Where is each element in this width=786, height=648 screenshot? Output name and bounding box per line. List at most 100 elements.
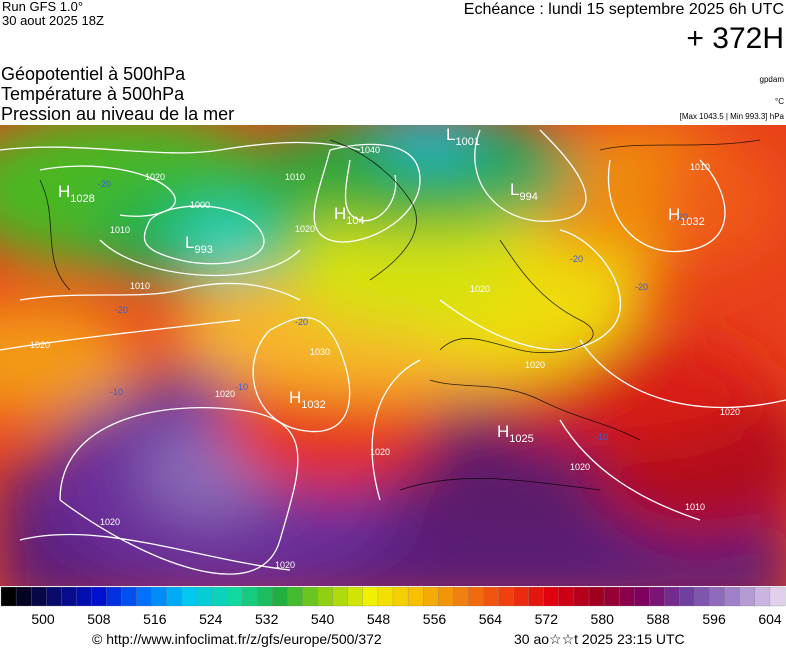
isobar-label: 1010 <box>285 172 305 182</box>
center-value: 1032 <box>680 216 704 228</box>
title: Température à 500hPa <box>1 84 185 104</box>
color-swatch <box>407 586 424 607</box>
color-swatch <box>573 586 590 607</box>
color-swatch <box>709 586 726 607</box>
map <box>0 125 786 586</box>
color-swatch <box>317 586 334 607</box>
center-value: 1001 <box>455 136 479 148</box>
colorbar-tick-label: 564 <box>479 611 503 627</box>
center-type: H <box>334 204 346 223</box>
title: Pression au niveau de la mer <box>1 104 234 124</box>
color-swatch <box>724 586 741 607</box>
color-swatch <box>438 586 454 607</box>
color-swatch <box>31 586 47 607</box>
color-swatch <box>769 586 786 607</box>
colorbar-tick-label: 588 <box>646 611 670 627</box>
color-swatch <box>543 586 560 607</box>
color-swatch <box>136 586 153 607</box>
center-value: 994 <box>519 191 537 203</box>
temperature-label: -10 <box>235 382 248 392</box>
isobar-label: 1020 <box>215 389 235 399</box>
isobar-label: 1000 <box>190 200 210 210</box>
color-swatch <box>121 586 138 607</box>
run: Run GFS 1.0° <box>2 0 83 14</box>
isobar-label: 1020 <box>525 360 545 370</box>
isobar-label: 1020 <box>295 224 315 234</box>
footer-source: © http://www.infoclimat.fr/z/gfs/europe/… <box>92 631 382 647</box>
color-swatch <box>181 586 198 607</box>
isobar-label: 1020 <box>570 462 590 472</box>
unit: °C <box>775 97 784 106</box>
center-value: 104 <box>346 215 364 227</box>
color-swatch <box>513 586 530 607</box>
color-swatch <box>227 586 243 607</box>
color-swatch <box>362 586 379 607</box>
temperature-label: -20 <box>675 212 688 222</box>
color-swatch <box>166 586 183 607</box>
color-swatch <box>739 586 756 607</box>
color-swatch <box>694 586 711 607</box>
color-swatch <box>664 586 680 607</box>
pressure-center: H1032 <box>668 205 705 228</box>
footer-generated: 30 ao☆☆t 2025 23:15 UTC <box>514 631 685 647</box>
colorbar <box>0 586 786 607</box>
color-swatch <box>151 586 168 607</box>
center-type: L <box>446 125 455 144</box>
colorbar-tick-label: 500 <box>31 611 55 627</box>
color-swatch <box>332 586 349 607</box>
center-value: 1025 <box>509 433 533 445</box>
isobar-label: 1010 <box>130 281 150 291</box>
color-swatch <box>603 586 620 607</box>
unit: gpdam <box>760 75 785 84</box>
center-type: L <box>185 233 194 252</box>
color-swatch <box>15 586 32 607</box>
color-swatch <box>257 586 273 607</box>
center-type: L <box>510 180 519 199</box>
color-swatch <box>619 586 635 607</box>
color-swatch <box>423 586 439 607</box>
center-type: H <box>58 182 70 201</box>
color-swatch <box>483 586 499 607</box>
pressure-center: H1025 <box>497 422 534 445</box>
colorbar-tick-label: 540 <box>311 611 335 627</box>
isobar-label: 1020 <box>145 172 165 182</box>
pressure-center: L1001 <box>446 125 480 148</box>
colorbar-tick-label: 524 <box>199 611 223 627</box>
temperature-label: -10 <box>110 387 123 397</box>
center-value: 1028 <box>70 193 94 205</box>
unit: [Max 1043.5 | Min 993.3] hPa <box>680 112 785 121</box>
pressure-center: L994 <box>510 180 538 203</box>
color-swatch <box>46 586 62 607</box>
color-swatch <box>287 586 303 607</box>
center-type: H <box>497 422 509 441</box>
color-swatch <box>649 586 665 607</box>
temperature-label: -20 <box>570 254 583 264</box>
color-swatch <box>468 586 484 607</box>
color-swatch <box>196 586 213 607</box>
color-swatch <box>392 586 409 607</box>
isobar-label: 1030 <box>310 347 330 357</box>
color-swatch <box>679 586 695 607</box>
run-date: 30 aout 2025 18Z <box>2 13 104 28</box>
center-type: H <box>289 388 301 407</box>
color-swatch <box>211 586 228 607</box>
center-value: 993 <box>194 244 212 256</box>
isobar-label: 1040 <box>360 145 380 155</box>
isobar-label: 1020 <box>275 560 295 570</box>
pressure-center: H1032 <box>289 388 326 411</box>
valid-time: Echéance : lundi 15 septembre 2025 6h UT… <box>464 1 784 18</box>
isobar-label: 1010 <box>685 502 705 512</box>
isobar-label: 1020 <box>100 517 120 527</box>
color-swatch <box>588 586 605 607</box>
temperature-label: -20 <box>98 179 111 189</box>
color-swatch <box>302 586 319 607</box>
colorbar-tick-label: 548 <box>367 611 391 627</box>
color-swatch <box>91 586 107 607</box>
center-value: 1032 <box>301 399 325 411</box>
color-swatch <box>0 586 17 607</box>
color-swatch <box>242 586 258 607</box>
color-swatch <box>634 586 650 607</box>
isobar-label: 1010 <box>690 162 710 172</box>
color-swatch <box>528 586 545 607</box>
colorbar-tick-label: 596 <box>702 611 726 627</box>
